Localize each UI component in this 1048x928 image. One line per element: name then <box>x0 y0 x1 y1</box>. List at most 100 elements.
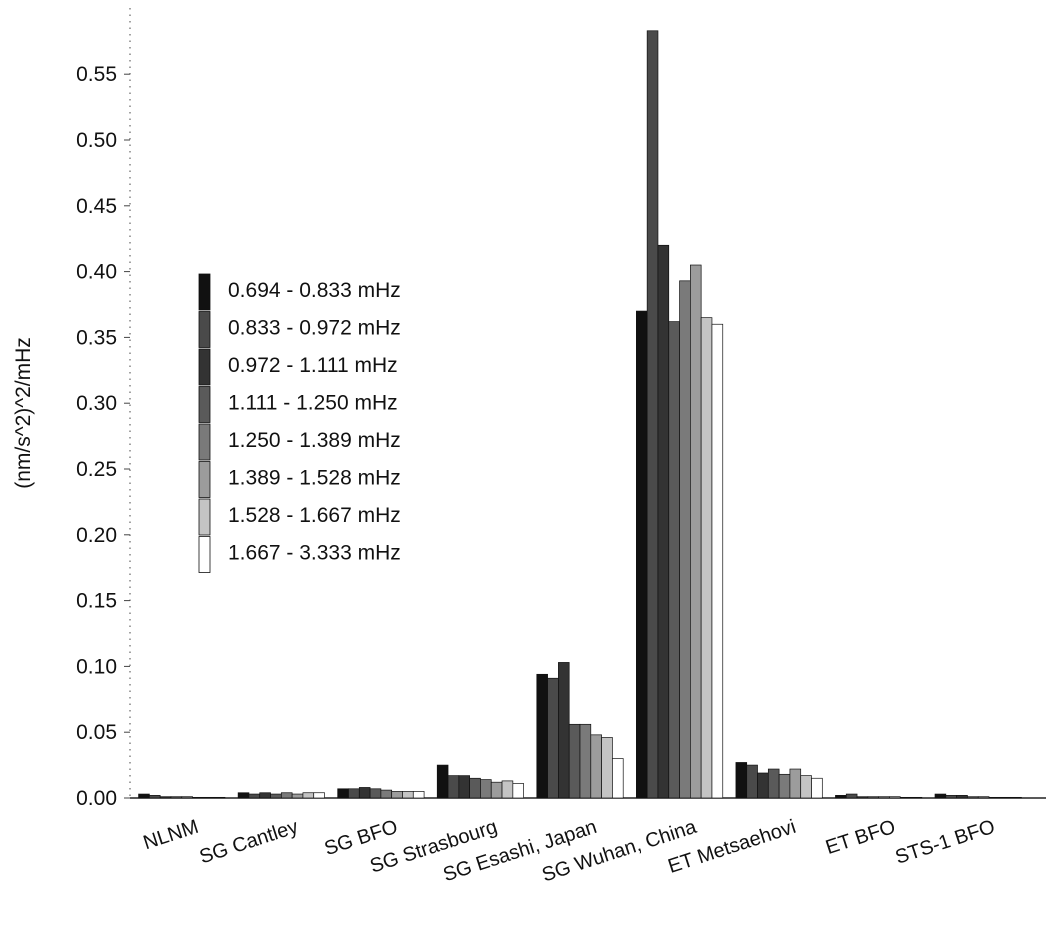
bar <box>579 723 592 799</box>
y-tick-label: 0.00 <box>76 787 117 810</box>
bar <box>988 796 1001 799</box>
bar <box>668 321 680 799</box>
bar <box>690 264 702 799</box>
bar <box>192 796 204 799</box>
bar <box>291 793 304 799</box>
legend-swatch <box>198 273 211 311</box>
bar <box>811 777 823 799</box>
bar <box>558 662 570 799</box>
legend-swatch <box>198 311 211 348</box>
y-tick-label: 0.05 <box>76 721 117 744</box>
x-category-label: STS-1 BFO <box>893 816 998 869</box>
bar <box>458 775 470 799</box>
bar <box>601 737 613 799</box>
legend-label: 0.833 - 0.972 mHz <box>228 317 401 340</box>
bar <box>767 768 780 799</box>
bar <box>612 758 624 799</box>
y-tick-label: 0.15 <box>76 590 117 613</box>
bar <box>248 793 261 799</box>
bar <box>977 796 990 799</box>
bar <box>789 768 802 799</box>
y-tick-label: 0.55 <box>76 63 117 86</box>
bar <box>358 787 371 799</box>
bar <box>391 791 403 799</box>
bar <box>856 796 869 799</box>
legend-swatch <box>198 498 211 536</box>
legend-swatch <box>198 386 211 423</box>
bar <box>967 796 979 799</box>
bar <box>159 796 172 799</box>
bar <box>181 796 193 799</box>
bar <box>646 30 659 799</box>
y-tick-label: 0.25 <box>76 458 117 481</box>
y-tick-label: 0.45 <box>76 195 117 218</box>
y-tick-label: 0.50 <box>76 129 117 152</box>
y-tick-label: 0.10 <box>76 655 117 678</box>
legend-label: 1.528 - 1.667 mHz <box>228 504 401 527</box>
x-category-label: SG Cantley <box>197 816 301 869</box>
bar <box>899 796 912 799</box>
bar <box>203 796 215 799</box>
bar <box>934 793 947 799</box>
bar <box>746 764 758 799</box>
bar <box>536 673 548 799</box>
legend-label: 1.667 - 3.333 mHz <box>228 542 401 565</box>
bar <box>679 280 691 799</box>
bar <box>889 796 901 799</box>
legend-swatch <box>198 348 211 386</box>
bar <box>711 323 724 799</box>
bar <box>800 775 812 799</box>
bar <box>259 792 271 799</box>
bar <box>636 310 648 799</box>
bar <box>170 796 183 799</box>
bar <box>700 317 713 799</box>
bar <box>778 773 791 799</box>
bar <box>447 775 460 799</box>
bar <box>380 789 393 799</box>
bar <box>280 792 293 799</box>
legend: 0.694 - 0.833 mHz 0.833 - 0.972 mHz 0.972 … <box>198 273 401 573</box>
bar <box>237 792 250 799</box>
bars <box>138 30 1022 799</box>
bar <box>867 796 880 799</box>
bar <box>138 793 150 799</box>
bar <box>757 772 769 799</box>
bar <box>480 779 492 799</box>
bar <box>490 781 503 799</box>
bar <box>149 795 161 799</box>
y-tick-label: 0.20 <box>76 524 117 547</box>
bar <box>213 796 226 799</box>
bar <box>402 791 414 799</box>
bar <box>956 795 968 799</box>
y-tick-label: 0.35 <box>76 326 117 349</box>
legend-label: 1.250 - 1.389 mHz <box>228 429 401 452</box>
bar <box>512 783 524 799</box>
bar <box>337 788 349 799</box>
bar <box>270 793 282 799</box>
legend-label: 0.972 - 1.111 mHz <box>228 354 398 377</box>
bar <box>369 788 382 799</box>
bar <box>845 793 858 799</box>
bar <box>469 777 481 799</box>
bar <box>1010 796 1022 799</box>
bar <box>501 780 514 799</box>
bar <box>436 764 449 799</box>
x-category-label: ET BFO <box>823 816 898 859</box>
y-axis-title: (nm/s^2)^2/mHz <box>12 337 35 489</box>
bar <box>313 792 325 799</box>
x-category-label: NLNM <box>141 816 202 854</box>
bar <box>657 244 670 799</box>
legend-label: 1.389 - 1.528 mHz <box>228 467 401 490</box>
bar <box>835 795 847 799</box>
bar <box>878 796 890 799</box>
legend-label: 1.111 - 1.250 mHz <box>228 392 398 415</box>
legend-swatch <box>198 536 211 573</box>
y-axis: 0.00 0.05 0.10 0.15 0.20 0.25 0.30 0.35 0.40 0.45… <box>76 8 1046 810</box>
legend-swatch <box>198 423 211 461</box>
y-tick-label: 0.30 <box>76 392 117 415</box>
y-tick-label: 0.40 <box>76 261 117 284</box>
bar <box>999 796 1011 799</box>
bar <box>735 762 748 799</box>
